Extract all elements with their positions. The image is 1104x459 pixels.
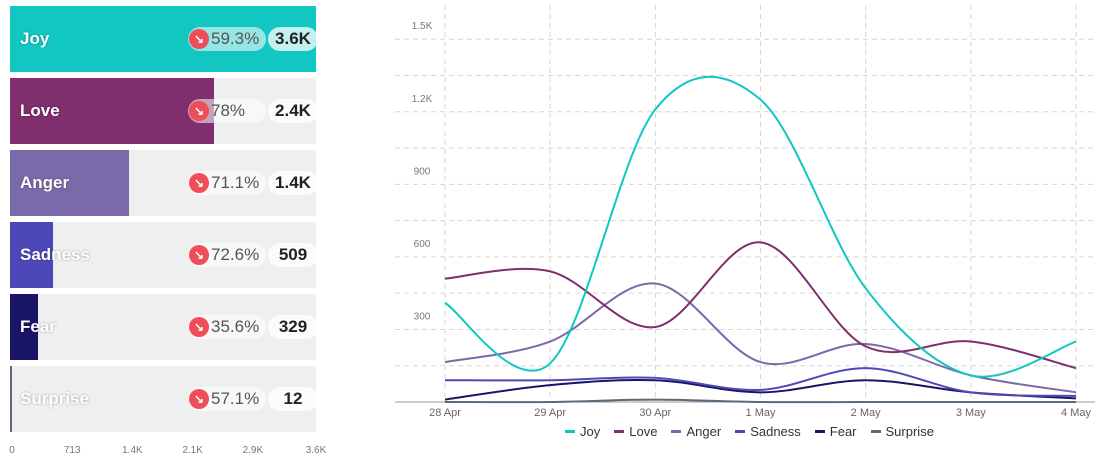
arrow-down-right-icon: ↘ — [189, 389, 209, 409]
y-tick-label: 1.5K — [412, 21, 433, 32]
emotion-line-chart: 300 600 900 1.2K 1.5K 28 Apr 29 Apr 30 Apr 1 May… — [395, 0, 1104, 459]
change-percent: 78% — [211, 101, 246, 120]
x-tick-label: 29 Apr — [534, 407, 566, 419]
arrow-down-right-icon: ↘ — [189, 101, 209, 121]
change-percent: 71.1% — [211, 173, 260, 192]
legend-swatch — [870, 430, 881, 433]
x-tick-label: 4 May — [1061, 407, 1091, 419]
line-chart-svg: 300 600 900 1.2K 1.5K 28 Apr 29 Apr 30 Apr 1 May… — [395, 5, 1095, 419]
emotion-label: Anger — [20, 173, 70, 192]
series-line-joy — [444, 75, 1077, 378]
y-tick-label: 600 — [414, 239, 431, 250]
bar-axis-tick-label: 713 — [63, 445, 81, 456]
change-pill: ↘ 59.3% — [188, 27, 266, 51]
y-tick-label: 1.2K — [412, 94, 433, 105]
legend-label: Surprise — [885, 424, 934, 439]
legend-item-anger[interactable]: Anger — [671, 424, 721, 439]
arrow-down-right-icon: ↘ — [189, 317, 209, 337]
change-pill: ↘ 72.6% — [188, 243, 266, 267]
emotion-row-anger[interactable]: Anger ↘ 71.1% 1.4K — [10, 150, 318, 216]
x-tick-label: 3 May — [956, 407, 986, 419]
emotion-row-love[interactable]: Love ↘ 78% 2.4K — [10, 78, 318, 144]
legend-label: Anger — [686, 424, 722, 439]
legend-label: Joy — [580, 424, 601, 439]
count-value: 12 — [268, 387, 318, 411]
arrow-down-right-icon: ↘ — [189, 29, 209, 49]
bar-axis-tick-label: 0 — [9, 445, 15, 456]
emotion-label: Surprise — [20, 389, 89, 408]
change-percent: 57.1% — [211, 389, 260, 408]
legend-swatch — [614, 430, 625, 433]
legend-swatch — [671, 430, 682, 433]
y-tick-label: 900 — [414, 166, 431, 177]
emotion-row-joy[interactable]: Joy ↘ 59.3% 3.6K — [10, 6, 318, 72]
legend-label: Sadness — [750, 424, 801, 439]
x-tick-label: 2 May — [851, 407, 881, 419]
legend-item-surprise[interactable]: Surprise — [870, 424, 934, 439]
change-percent: 35.6% — [211, 317, 260, 336]
emotion-row-surprise[interactable]: Surprise ↘ 57.1% 12 — [10, 366, 318, 432]
legend-item-sadness[interactable]: Sadness — [735, 424, 801, 439]
x-tick-label: 28 Apr — [429, 407, 461, 419]
change-pill: ↘ 71.1% — [188, 171, 266, 195]
emotion-bar — [10, 222, 54, 288]
legend-item-joy[interactable]: Joy — [565, 424, 600, 439]
legend-label: Love — [629, 424, 658, 439]
emotion-row-sadness[interactable]: Sadness ↘ 72.6% 509 — [10, 222, 318, 288]
legend-swatch — [565, 430, 576, 433]
count-value: 2.4K — [268, 99, 318, 123]
series-line-surprise — [444, 398, 1076, 404]
count-value: 509 — [268, 243, 318, 267]
emotion-label: Love — [20, 101, 60, 120]
arrow-down-right-icon: ↘ — [189, 173, 209, 193]
x-tick-label: 30 Apr — [639, 407, 671, 419]
bar-axis-tick-label: 2.9K — [242, 445, 264, 456]
emotion-bar — [10, 150, 129, 216]
y-tick-label: 300 — [414, 311, 431, 322]
series-line-sadness — [444, 367, 1077, 397]
emotion-bar-panel: Joy ↘ 59.3% 3.6K Love ↘ 78% 2.4K Anger ↘ 71.1% 1.4K… — [0, 0, 340, 459]
count-value: 3.6K — [268, 27, 318, 51]
x-tick-label: 1 May — [746, 407, 776, 419]
emotion-label: Fear — [20, 317, 56, 336]
legend-swatch — [814, 430, 825, 433]
change-percent: 59.3% — [211, 29, 260, 48]
bar-axis-tick-label: 3.6K — [305, 445, 327, 456]
arrow-down-right-icon: ↘ — [189, 245, 209, 265]
bar-axis-tick-label: 2.1K — [182, 445, 203, 456]
emotion-bar — [10, 366, 12, 432]
emotion-label: Sadness — [20, 245, 90, 264]
change-percent: 72.6% — [211, 245, 260, 264]
emotion-bar — [10, 78, 214, 144]
emotion-row-fear[interactable]: Fear ↘ 35.6% 329 — [10, 294, 318, 360]
change-pill: ↘ 78% — [188, 99, 266, 123]
series-line-love — [444, 241, 1077, 370]
change-pill: ↘ 57.1% — [188, 387, 266, 411]
emotion-label: Joy — [20, 29, 50, 48]
chart-legend: Joy Love Anger Sadness Fear Surprise — [395, 424, 1104, 439]
change-pill: ↘ 35.6% — [188, 315, 266, 339]
emotion-bar — [10, 294, 38, 360]
count-value: 329 — [268, 315, 318, 339]
legend-item-love[interactable]: Love — [614, 424, 657, 439]
count-value: 1.4K — [268, 171, 318, 195]
legend-label: Fear — [829, 424, 857, 439]
legend-item-fear[interactable]: Fear — [814, 424, 857, 439]
legend-swatch — [735, 430, 746, 433]
bar-axis-tick-label: 1.4K — [122, 445, 143, 456]
